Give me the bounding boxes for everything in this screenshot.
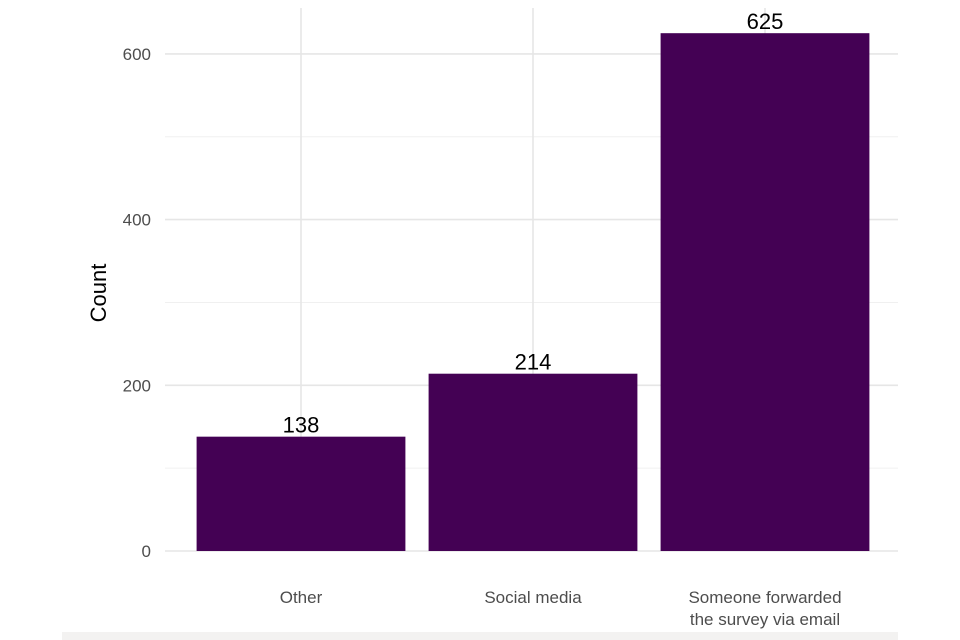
bars: [196, 33, 870, 551]
data-label: 138: [283, 413, 320, 438]
x-tick-label: Other: [280, 588, 323, 607]
data-labels: 138 214 625: [283, 9, 784, 437]
x-tick-label: Someone forwarded the survey via email: [688, 588, 841, 629]
x-axis-ticks: Other Social media Someone forwarded the su…: [280, 588, 842, 629]
bar: [196, 436, 406, 551]
bar: [660, 33, 870, 551]
y-tick-label: 400: [123, 211, 151, 230]
x-tick-label: Social media: [484, 588, 582, 607]
y-tick-label: 200: [123, 376, 151, 395]
bar: [428, 373, 638, 551]
data-label: 625: [747, 9, 784, 34]
y-axis-ticks: 0 200 400 600: [123, 45, 151, 561]
y-tick-label: 0: [142, 542, 151, 561]
data-label: 214: [515, 350, 552, 375]
bottom-band: [62, 632, 898, 640]
y-tick-label: 600: [123, 45, 151, 64]
y-axis-title: Count: [86, 264, 111, 323]
